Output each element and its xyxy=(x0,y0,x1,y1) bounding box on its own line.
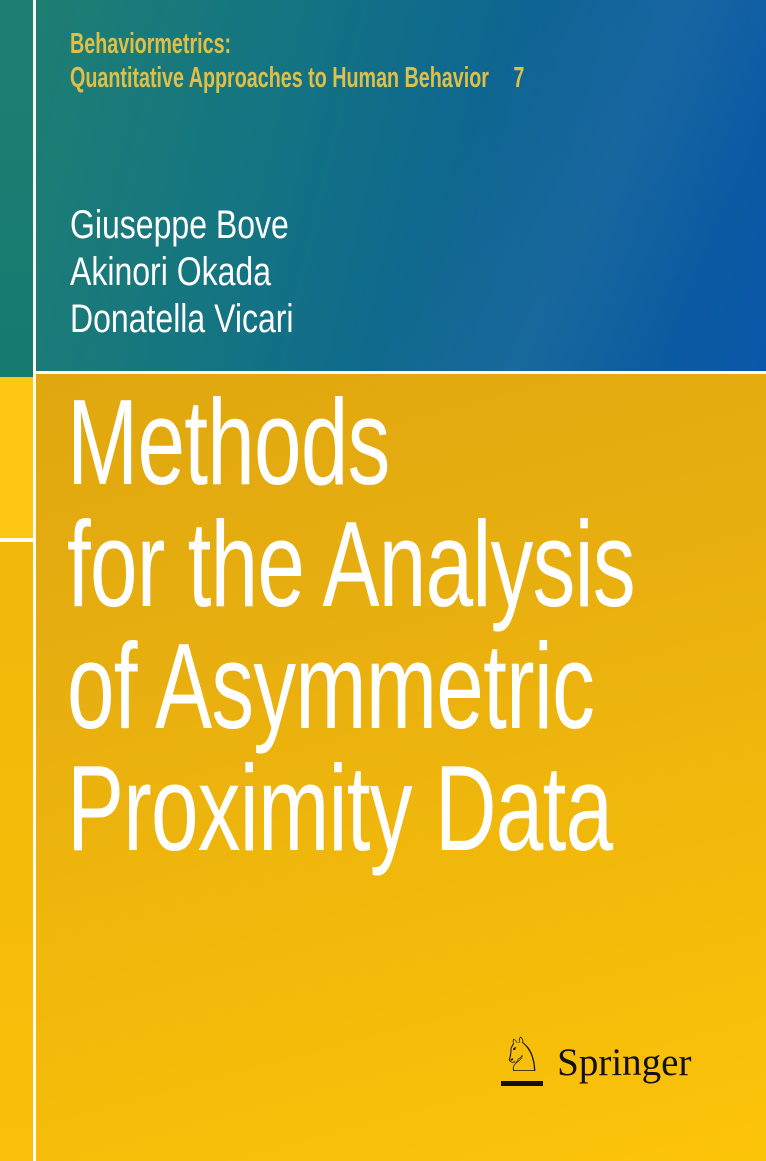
top-band-sheen xyxy=(36,0,766,371)
left-strip-yellow-tab xyxy=(0,377,33,538)
title-line: of Asymmetric xyxy=(67,618,595,754)
title-line: Proximity Data xyxy=(67,740,613,876)
series-title: Behaviormetrics: Quantitative Approaches… xyxy=(70,27,524,95)
book-title: Methods for the Analysis of Asymmetric P… xyxy=(67,374,636,876)
series-line-1: Behaviormetrics: xyxy=(70,28,232,60)
left-strip-teal xyxy=(0,0,33,377)
horse-knight-glyph: ♘ xyxy=(501,1028,544,1083)
author-name: Donatella Vicari xyxy=(70,297,294,341)
horse-underline-bar xyxy=(501,1081,544,1086)
title-line: Methods xyxy=(67,374,390,510)
author-name: Giuseppe Bove xyxy=(70,203,289,247)
series-line-2: Quantitative Approaches to Human Behavio… xyxy=(70,61,524,95)
main-background xyxy=(36,374,766,1161)
title-line: for the Analysis xyxy=(67,496,636,632)
springer-horse-icon: ♘ xyxy=(501,1032,543,1086)
horizontal-divider xyxy=(36,371,766,374)
springer-logo: ♘ Springer xyxy=(501,1032,691,1086)
left-strip-gold xyxy=(0,542,33,1161)
author-list: Giuseppe Bove Akinori Okada Donatella Vi… xyxy=(70,202,294,343)
series-name: Quantitative Approaches to Human Behavio… xyxy=(70,62,489,94)
vertical-divider xyxy=(33,0,36,1161)
left-strip-divider xyxy=(0,538,33,542)
series-volume-number: 7 xyxy=(513,62,525,94)
author-name: Akinori Okada xyxy=(70,250,271,294)
publisher-name: Springer xyxy=(557,1041,692,1084)
top-band-background xyxy=(36,0,766,371)
